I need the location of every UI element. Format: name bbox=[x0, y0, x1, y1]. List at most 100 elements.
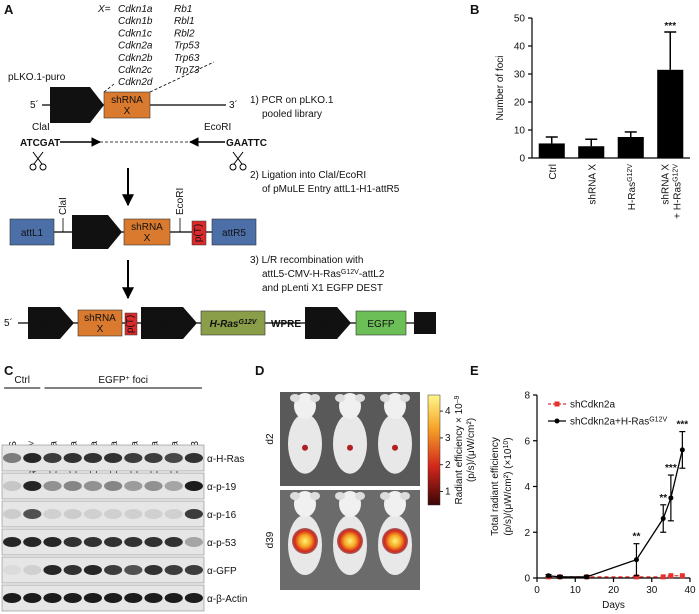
end-label: 3´ bbox=[229, 99, 238, 111]
bar bbox=[617, 137, 644, 158]
signal bbox=[302, 444, 308, 451]
step-text: and pLenti X1 EGFP DEST bbox=[262, 283, 383, 294]
gene-name: Trp73 bbox=[174, 65, 200, 76]
band bbox=[63, 565, 82, 575]
mouse-body bbox=[288, 413, 322, 474]
band bbox=[144, 481, 163, 491]
point bbox=[660, 516, 666, 522]
group-label: Ctrl bbox=[14, 375, 30, 386]
element-label: attL1 bbox=[21, 228, 44, 239]
band bbox=[3, 565, 22, 575]
colorbar bbox=[427, 394, 441, 506]
scissors bbox=[232, 151, 243, 165]
gene-name: Cdkn2b bbox=[118, 53, 153, 64]
step-text-part: -attL2 bbox=[359, 269, 385, 280]
colorbar-tick-label: 1 bbox=[445, 487, 451, 498]
promoter-arrow bbox=[28, 307, 74, 339]
site-sequence: GAATTC bbox=[226, 138, 267, 149]
end-label: 5´ bbox=[30, 99, 39, 111]
band bbox=[83, 537, 102, 547]
band bbox=[144, 509, 163, 519]
element-label: X bbox=[97, 324, 104, 335]
band bbox=[43, 481, 62, 491]
y-tick-label: 50 bbox=[514, 14, 526, 25]
element-label-part: EGFP bbox=[367, 319, 395, 330]
y-axis-label: Total radiant efficiency bbox=[490, 437, 501, 536]
y-tick-label: 6 bbox=[524, 436, 530, 447]
dashed-line bbox=[149, 61, 215, 93]
band bbox=[104, 509, 123, 519]
band bbox=[124, 537, 143, 547]
band bbox=[164, 537, 183, 547]
band bbox=[63, 509, 82, 519]
mouse-ear bbox=[335, 394, 345, 402]
signal bbox=[382, 528, 408, 554]
dashed-line bbox=[103, 83, 115, 93]
band bbox=[3, 453, 22, 463]
mouse-ear bbox=[355, 492, 365, 500]
band bbox=[43, 565, 62, 575]
x-tick-label-part: shRNA X bbox=[660, 164, 671, 205]
band bbox=[63, 481, 82, 491]
gene-name: Cdkn2a bbox=[118, 41, 153, 52]
band bbox=[124, 509, 143, 519]
band bbox=[63, 593, 82, 603]
mouse-ear bbox=[400, 394, 410, 402]
y-tick-label: 20 bbox=[514, 98, 526, 109]
y-tick-label: 30 bbox=[514, 70, 526, 81]
mouse-ear bbox=[380, 492, 390, 500]
gene-name: Rbl1 bbox=[174, 16, 195, 27]
significance: *** bbox=[665, 463, 677, 474]
step-text: 1) PCR on pLKO.1 bbox=[250, 95, 334, 106]
band bbox=[124, 593, 143, 603]
legend-marker bbox=[554, 401, 560, 407]
x-tick-label: 10 bbox=[570, 585, 582, 596]
colorbar-label-part: Radiant efficiency × 10 bbox=[454, 403, 465, 505]
band bbox=[3, 537, 22, 547]
element-box bbox=[200, 310, 266, 336]
element-label: shRNA bbox=[131, 222, 163, 233]
group-label-part: + bbox=[126, 375, 130, 382]
band bbox=[144, 565, 163, 575]
group-label-part: foci bbox=[130, 375, 148, 386]
x-axis-label: Days bbox=[602, 600, 625, 611]
element-label: CMV bbox=[153, 319, 176, 330]
mouse-ear bbox=[310, 394, 320, 402]
antibody-label: α-GFP bbox=[207, 566, 237, 577]
element-label: X bbox=[124, 106, 131, 117]
element-label: EGFP bbox=[367, 319, 395, 330]
colorbar-tick-label: 2 bbox=[445, 460, 451, 471]
step-text: of pMuLE Entry attL1-H1-attR5 bbox=[262, 184, 400, 195]
significance: *** bbox=[664, 21, 676, 32]
y-tick-label: 40 bbox=[514, 42, 526, 53]
panel-label: D bbox=[255, 363, 264, 378]
y-tick-label: 0 bbox=[519, 154, 525, 165]
band bbox=[164, 593, 183, 603]
step-text: 3) L/R recombination with bbox=[250, 255, 363, 266]
x-tick-label-part: + H-Ras bbox=[672, 182, 683, 219]
element-label: p(T) bbox=[193, 224, 204, 242]
element-label: H-RasG12V bbox=[210, 319, 258, 331]
band bbox=[104, 453, 123, 463]
element-label: p(T) bbox=[125, 315, 136, 333]
band bbox=[23, 537, 42, 547]
y-axis-label-part: ) bbox=[503, 437, 514, 440]
panel-label: C bbox=[4, 363, 14, 378]
point bbox=[679, 447, 685, 453]
gene-name: Cdkn1c bbox=[118, 28, 152, 39]
element-label: shRNA bbox=[84, 313, 116, 324]
element-box bbox=[77, 309, 123, 337]
colorbar-label-part: –9 bbox=[454, 395, 461, 403]
promoter-arrow bbox=[50, 87, 104, 123]
y-tick-label: 2 bbox=[524, 528, 530, 539]
signal bbox=[347, 444, 353, 451]
band bbox=[144, 453, 163, 463]
point bbox=[633, 557, 639, 563]
bar bbox=[657, 69, 684, 158]
x-tick-label: shRNA X bbox=[660, 164, 671, 205]
gene-name: Trp53 bbox=[174, 41, 200, 52]
element-label: U6 bbox=[86, 228, 99, 239]
site-label: ClaI bbox=[58, 197, 69, 215]
